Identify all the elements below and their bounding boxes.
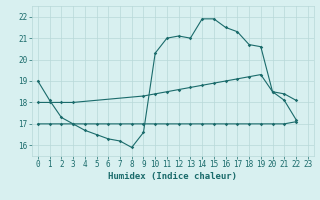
X-axis label: Humidex (Indice chaleur): Humidex (Indice chaleur): [108, 172, 237, 181]
